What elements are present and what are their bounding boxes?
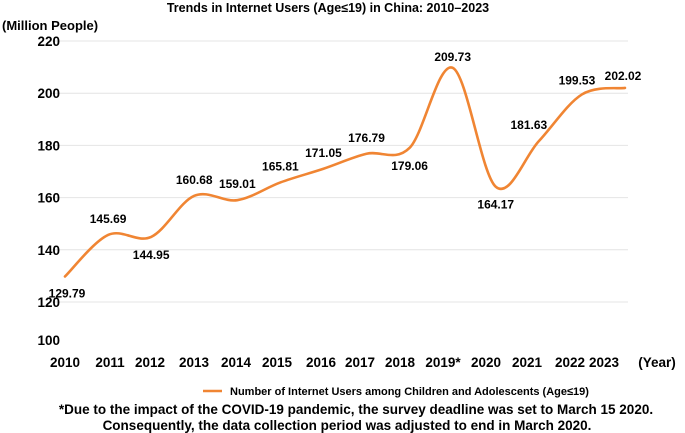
x-axis-label: (Year) bbox=[638, 355, 676, 370]
x-tick-label: 2011 bbox=[95, 355, 125, 370]
y-tick-label: 220 bbox=[37, 34, 60, 49]
x-tick-label: 2021 bbox=[512, 355, 543, 370]
x-axis-ticks: 2010 2011 2012 2013 2014 2015 2016 2017 2018 2019… bbox=[50, 355, 620, 370]
y-axis-unit-label: (Million People) bbox=[2, 18, 98, 33]
x-tick-label: 2014 bbox=[221, 355, 252, 370]
gridlines bbox=[50, 40, 628, 303]
data-label: 199.53 bbox=[559, 73, 596, 87]
y-tick-label: 160 bbox=[37, 191, 60, 206]
x-tick-label: 2015 bbox=[262, 355, 293, 370]
chart-title: Trends in Internet Users (Age≤19) in Chi… bbox=[167, 1, 489, 15]
y-tick-label: 200 bbox=[37, 86, 60, 101]
data-label: 176.79 bbox=[348, 131, 385, 145]
data-label: 202.02 bbox=[605, 69, 642, 83]
x-tick-label: 2016 bbox=[306, 355, 337, 370]
y-axis-ticks: 100 120 140 160 180 200 220 bbox=[37, 34, 60, 348]
y-tick-label: 140 bbox=[37, 243, 60, 258]
data-label: 145.69 bbox=[90, 212, 127, 226]
x-tick-label: 2022 bbox=[555, 355, 585, 370]
data-label: 165.81 bbox=[262, 159, 299, 173]
data-label: 171.05 bbox=[305, 146, 342, 160]
data-labels: 129.79 145.69 144.95 160.68 159.01 165.81 171.… bbox=[49, 50, 642, 301]
x-tick-label: 2023 bbox=[589, 355, 620, 370]
x-tick-label: 2013 bbox=[179, 355, 210, 370]
x-tick-label: 2019* bbox=[425, 355, 461, 370]
data-label: 159.01 bbox=[219, 177, 256, 191]
data-label: 209.73 bbox=[434, 50, 471, 64]
legend-label: Number of Internet Users among Children … bbox=[230, 386, 589, 398]
x-tick-label: 2018 bbox=[385, 355, 416, 370]
data-label: 144.95 bbox=[133, 248, 170, 262]
footnote-line-2: Consequently, the data collection period… bbox=[103, 418, 592, 433]
y-tick-label: 180 bbox=[37, 138, 60, 153]
y-tick-label: 100 bbox=[37, 333, 60, 348]
x-tick-label: 2017 bbox=[345, 355, 375, 370]
data-label: 160.68 bbox=[176, 173, 213, 187]
x-tick-label: 2010 bbox=[50, 355, 80, 370]
data-label: 181.63 bbox=[510, 118, 547, 132]
data-label: 179.06 bbox=[391, 159, 428, 173]
data-label: 129.79 bbox=[49, 286, 86, 300]
series-line bbox=[63, 66, 627, 278]
x-tick-label: 2012 bbox=[135, 355, 165, 370]
legend: Number of Internet Users among Children … bbox=[203, 386, 589, 398]
y-tick-label: 120 bbox=[37, 295, 60, 310]
x-tick-label: 2020 bbox=[471, 355, 501, 370]
data-label: 164.17 bbox=[477, 198, 514, 212]
footnote-line-1: *Due to the impact of the COVID-19 pande… bbox=[59, 402, 653, 417]
